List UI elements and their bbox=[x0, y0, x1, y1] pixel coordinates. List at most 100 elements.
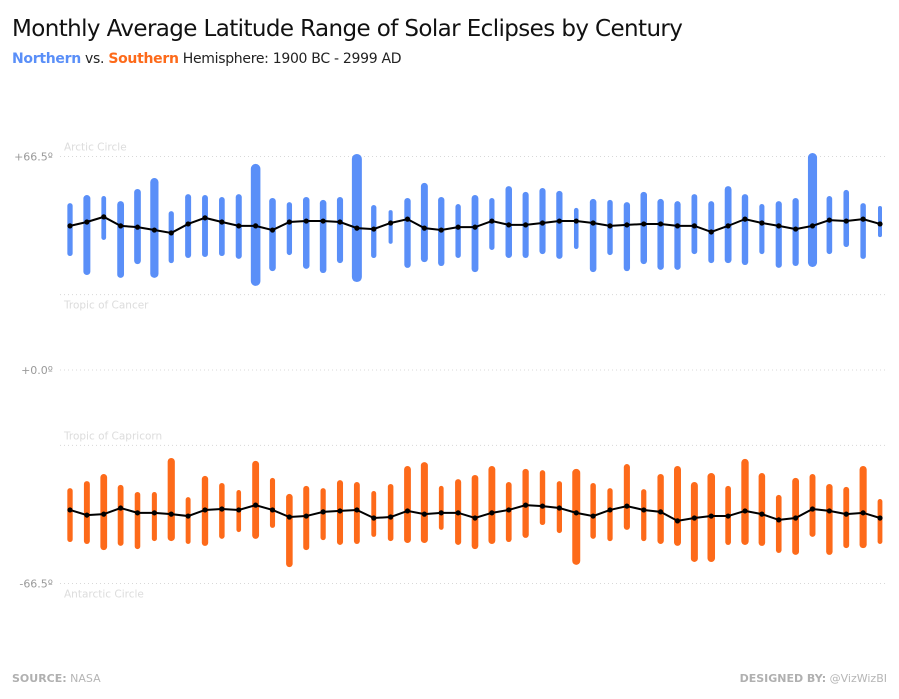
northern-range-bar bbox=[351, 153, 362, 283]
southern-mean-point bbox=[337, 508, 343, 514]
subtitle-vs: vs. bbox=[80, 51, 109, 67]
northern-mean-point bbox=[438, 227, 444, 233]
source-label: SOURCE: bbox=[12, 672, 67, 685]
reference-label: Tropic of Cancer bbox=[63, 300, 149, 312]
southern-mean-point bbox=[658, 509, 664, 515]
southern-range-bar bbox=[252, 460, 260, 539]
subtitle-northern: Northern bbox=[12, 51, 81, 67]
southern-mean-point bbox=[404, 508, 411, 514]
northern-range-bar bbox=[860, 203, 866, 259]
northern-mean-point bbox=[134, 224, 141, 230]
northern-mean-point bbox=[742, 216, 748, 222]
northern-mean-point bbox=[269, 227, 276, 233]
northern-mean-point bbox=[219, 219, 225, 225]
southern-mean-point bbox=[118, 505, 124, 511]
northern-mean-point bbox=[84, 219, 90, 225]
southern-mean-point bbox=[421, 511, 427, 517]
designed-by-value: @VizWizBI bbox=[826, 672, 887, 685]
southern-mean-point bbox=[253, 502, 259, 508]
southern-mean-point bbox=[371, 515, 377, 521]
northern-range-bar bbox=[640, 191, 647, 265]
southern-mean-point bbox=[455, 510, 461, 516]
northern-mean-point bbox=[539, 220, 546, 226]
southern-mean-point bbox=[320, 509, 326, 515]
northern-mean-point bbox=[843, 218, 849, 224]
southern-range-bar bbox=[387, 483, 394, 542]
chart-title: Monthly Average Latitude Range of Solar … bbox=[12, 16, 683, 42]
northern-range-bar bbox=[573, 207, 579, 249]
reference-label: Tropic of Capricorn bbox=[63, 430, 162, 442]
northern-mean-point bbox=[151, 227, 157, 233]
southern-range-bar bbox=[607, 488, 613, 542]
northern-range-bar bbox=[657, 198, 664, 270]
northern-range-bar bbox=[792, 197, 799, 266]
southern-mean-point bbox=[388, 514, 394, 520]
southern-mean-point bbox=[236, 507, 242, 513]
northern-range-bar bbox=[319, 199, 327, 274]
southern-range-bar bbox=[826, 483, 833, 555]
northern-mean-point bbox=[489, 218, 495, 224]
reference-label: Arctic Circle bbox=[64, 142, 127, 154]
southern-mean-point bbox=[354, 507, 360, 513]
southern-range-bar bbox=[353, 482, 360, 544]
northern-range-bar bbox=[741, 194, 749, 266]
southern-range-bar bbox=[741, 458, 749, 545]
northern-range-bar bbox=[404, 197, 411, 268]
northern-range-bar bbox=[759, 204, 765, 255]
southern-mean-point bbox=[691, 515, 697, 521]
southern-range-bar bbox=[471, 474, 479, 550]
southern-range-bar bbox=[690, 482, 698, 562]
southern-range-bar bbox=[185, 497, 191, 544]
southern-mean-point bbox=[67, 507, 73, 513]
southern-mean-point bbox=[134, 510, 141, 516]
northern-mean-point bbox=[590, 220, 596, 226]
southern-range-bar bbox=[843, 486, 850, 549]
southern-mean-point bbox=[607, 507, 613, 513]
southern-mean-point bbox=[641, 507, 647, 513]
southern-mean-point bbox=[590, 513, 596, 519]
southern-mean-point bbox=[506, 507, 512, 513]
southern-range-bar bbox=[167, 457, 175, 542]
southern-range-bar bbox=[674, 465, 681, 546]
southern-range-bar bbox=[67, 488, 73, 543]
northern-mean-point bbox=[658, 221, 664, 227]
northern-mean-point bbox=[472, 224, 478, 230]
southern-mean-point bbox=[185, 513, 191, 519]
northern-mean-point bbox=[793, 226, 799, 232]
southern-range-bar bbox=[539, 470, 546, 526]
mean-lines-layer bbox=[67, 214, 883, 524]
northern-mean-point bbox=[337, 219, 343, 225]
southern-mean-point bbox=[624, 503, 630, 509]
southern-mean-point bbox=[877, 515, 883, 521]
northern-mean-point bbox=[641, 221, 647, 227]
southern-range-bar bbox=[623, 464, 630, 530]
southern-mean-point bbox=[809, 506, 816, 512]
northern-range-bar bbox=[269, 197, 276, 272]
y-tick-label: +66.5º bbox=[14, 151, 53, 164]
northern-mean-point bbox=[624, 222, 630, 228]
southern-range-bar bbox=[371, 491, 377, 537]
southern-range-bar bbox=[657, 474, 664, 544]
northern-mean-point bbox=[877, 221, 883, 227]
northern-range-bar bbox=[826, 196, 833, 255]
northern-mean-point bbox=[421, 225, 427, 231]
southern-mean-point bbox=[725, 513, 731, 519]
northern-mean-point bbox=[404, 216, 411, 222]
southern-range-bar bbox=[134, 491, 141, 550]
southern-mean-point bbox=[742, 508, 748, 514]
southern-mean-point bbox=[793, 515, 799, 521]
southern-mean-point bbox=[168, 511, 174, 517]
southern-range-bar bbox=[488, 465, 496, 544]
northern-range-bar bbox=[505, 186, 512, 258]
southern-mean-point bbox=[539, 503, 546, 509]
southern-mean-point bbox=[556, 505, 562, 511]
northern-mean-point bbox=[573, 218, 579, 224]
northern-mean-point bbox=[523, 222, 529, 228]
southern-mean-point bbox=[151, 510, 157, 516]
northern-mean-point bbox=[860, 216, 866, 222]
northern-range-bar bbox=[775, 201, 782, 268]
chart-subtitle: Northern vs. Southern Hemisphere: 1900 B… bbox=[12, 51, 402, 67]
northern-range-bar bbox=[303, 196, 310, 269]
northern-mean-point bbox=[320, 218, 326, 224]
